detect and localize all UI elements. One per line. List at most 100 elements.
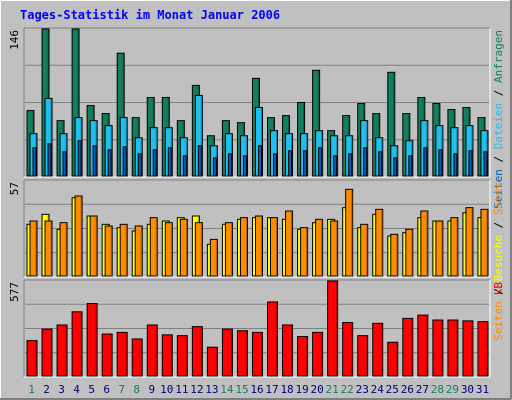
day-label: 20 [311,383,324,396]
bar-seiten [363,147,368,177]
bar-sites [435,220,444,277]
bar-kb [176,335,188,377]
bar-seiten [92,145,97,177]
bar-sites [74,195,83,277]
bar-seiten [348,153,353,177]
day-label: 11 [175,383,188,396]
bar-kb [462,320,474,377]
requests-panel [23,27,491,178]
bar-sites [104,225,113,277]
bar-seiten [408,155,413,177]
bar-kb [327,280,339,377]
bar-seiten [423,147,428,177]
day-label: 15 [235,383,248,396]
scale-max-label: 577 [8,282,21,302]
bar-kb [131,338,143,377]
bar-kb [206,346,218,377]
legend-label-part: Sites [492,182,505,215]
day-label: 5 [88,383,95,396]
bar-kb [387,341,399,377]
bar-seiten [333,155,338,177]
day-label: 13 [205,383,218,396]
bar-sites [119,223,128,277]
bar-sites [194,222,203,277]
day-label: 16 [250,383,263,396]
bar-kb [432,319,444,377]
bar-kb [116,331,128,377]
bar-sites [224,222,233,277]
day-label: 17 [265,383,278,396]
legend-label-part: / [492,215,505,235]
day-label: 2 [43,383,50,396]
bar-seiten [212,157,217,177]
bar-seiten [378,151,383,177]
bar-sites [390,233,399,277]
bar-kb [161,334,173,377]
bar-kb [357,335,369,377]
bar-seiten [438,149,443,177]
day-labels: 1 2 3 4 5 6 7 8 9 10 11 12 13 14 15 16 17 18 19 20 21 22 23 24 2… [28,383,489,396]
bar-seiten [483,151,488,177]
day-label: 8 [133,383,140,396]
day-label: 7 [118,383,125,396]
bar-kb [417,314,429,377]
bar-sites [360,223,369,277]
bar-seiten [182,155,187,177]
bar-sites [480,208,489,277]
bar-seiten [32,147,37,177]
day-label: 21 [326,383,339,396]
scale-max-label: 57 [8,182,21,195]
bar-seiten [152,149,157,177]
bar-seiten [47,143,52,177]
bar-kb [191,326,203,377]
day-label: 23 [356,383,369,396]
day-label: 22 [341,383,354,396]
bar-seiten [393,157,398,177]
bar-kb [372,322,384,377]
legend-label-part: / [492,281,505,301]
bar-sites [300,227,309,277]
legend-label: kB [492,282,505,296]
bar-kb [71,311,83,377]
scale-labels: 146 57 577 [8,30,21,302]
bar-kb [56,324,68,377]
visits-panel [23,179,491,278]
bar-seiten [242,155,247,177]
bar-sites [285,210,294,277]
bar-sites [209,238,218,277]
day-label: 12 [190,383,203,396]
bar-sites [270,217,279,277]
legend-label-part: Anfragen [492,30,505,83]
bar-kb [282,324,294,377]
day-label: 24 [371,383,385,396]
bar-sites [465,207,474,277]
bar-sites [59,222,68,277]
chart-title: Tages-Statistik im Monat Januar 2006 [20,8,280,22]
bar-sites [89,215,98,277]
day-label: 14 [220,383,234,396]
day-label: 4 [73,383,80,396]
bar-sites [315,218,324,277]
bar-kb [402,317,414,377]
day-label: 1 [28,383,35,396]
bar-sites [450,217,459,277]
bar-kb [146,324,158,377]
legend-label-part: Dateien [492,103,505,149]
bar-sites [405,228,414,277]
bar-kb [477,321,489,377]
bar-kb [342,321,354,377]
bar-kb [86,303,98,377]
bar-sites [345,188,354,277]
bar-kb [447,319,459,377]
day-label: 31 [476,383,489,396]
legend-labels: Seiten / Dateien / Anfragen Seiten / Besu… [492,30,505,341]
day-label: 27 [416,383,429,396]
legend-label-part: Seiten [492,301,505,341]
legend-label: Seiten / Besuche / Sites [492,182,505,341]
kb-panel [23,279,491,378]
bar-kb [236,330,248,377]
bar-sites [44,220,53,277]
bar-seiten [288,150,293,177]
bar-seiten [77,140,82,177]
